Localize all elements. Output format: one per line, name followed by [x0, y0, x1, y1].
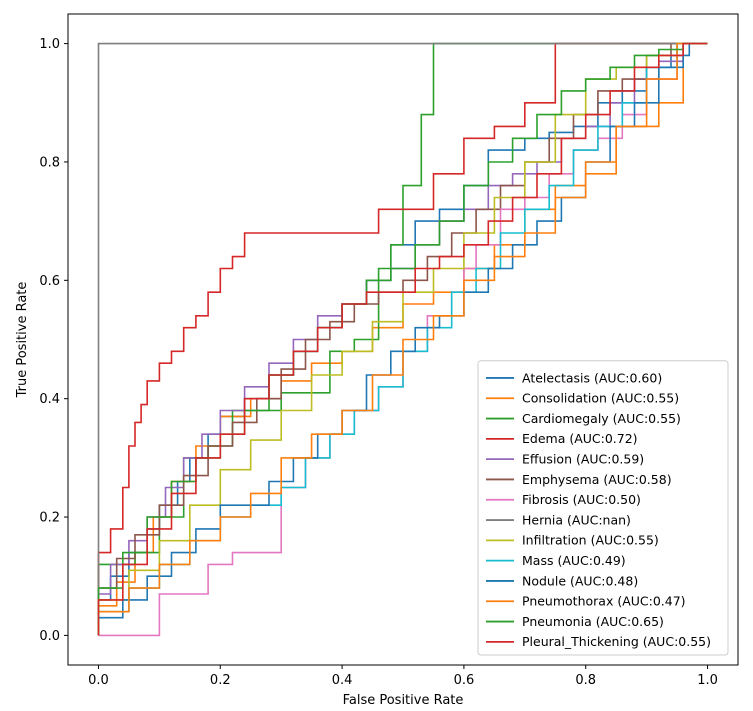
y-tick-label: 1.0	[39, 37, 60, 52]
legend-entry: Nodule (AUC:0.48)	[522, 573, 638, 588]
plot-lines	[97, 42, 708, 637]
x-tick-label: 0.4	[332, 673, 353, 688]
legend-entry: Mass (AUC:0.49)	[522, 553, 626, 568]
x-axis-ticks: 0.0 0.2 0.4 0.6 0.8 1.0	[88, 665, 718, 688]
series-line-3	[97, 42, 708, 636]
y-axis-ticks: 0.0 0.2 0.4 0.6 0.8 1.0	[39, 37, 68, 644]
series-line-7	[97, 42, 708, 636]
y-tick-label: 0.0	[39, 629, 60, 644]
legend-entry: Effusion (AUC:0.59)	[522, 451, 644, 466]
legend-entry: Consolidation (AUC:0.55)	[522, 391, 679, 406]
x-axis-label: False Positive Rate	[343, 693, 464, 708]
legend-entry: Fibrosis (AUC:0.50)	[522, 492, 641, 507]
legend-entry: Infiltration (AUC:0.55)	[522, 533, 659, 548]
legend-box	[477, 360, 729, 656]
legend: Atelectasis (AUC:0.60) Consolidation (AUC…	[477, 360, 729, 656]
x-tick-label: 1.0	[697, 673, 718, 688]
legend-entry: Emphysema (AUC:0.58)	[522, 472, 672, 487]
legend-entry: Hernia (AUC:nan)	[522, 512, 631, 527]
series-line-13	[97, 42, 708, 636]
legend-entry: Pleural_Thickening (AUC:0.55)	[522, 634, 711, 649]
legend-entry: Cardiomegaly (AUC:0.55)	[522, 411, 681, 426]
legend-entry: Atelectasis (AUC:0.60)	[522, 370, 662, 385]
x-tick-label: 0.6	[454, 673, 475, 688]
plot-frame	[67, 13, 739, 666]
legend-entry: Pneumothorax (AUC:0.47)	[522, 594, 686, 609]
y-tick-label: 0.2	[39, 511, 60, 526]
legend-entry: Pneumonia (AUC:0.65)	[522, 614, 664, 629]
y-tick-label: 0.8	[39, 155, 60, 170]
x-tick-label: 0.2	[210, 673, 231, 688]
series-line-11	[97, 42, 708, 636]
y-tick-label: 0.6	[39, 274, 60, 289]
y-axis-label: True Positive Rate	[15, 282, 30, 399]
legend-entry: Edema (AUC:0.72)	[522, 431, 638, 446]
x-tick-label: 0.8	[575, 673, 596, 688]
x-tick-label: 0.0	[88, 673, 109, 688]
y-tick-label: 0.4	[39, 392, 60, 407]
